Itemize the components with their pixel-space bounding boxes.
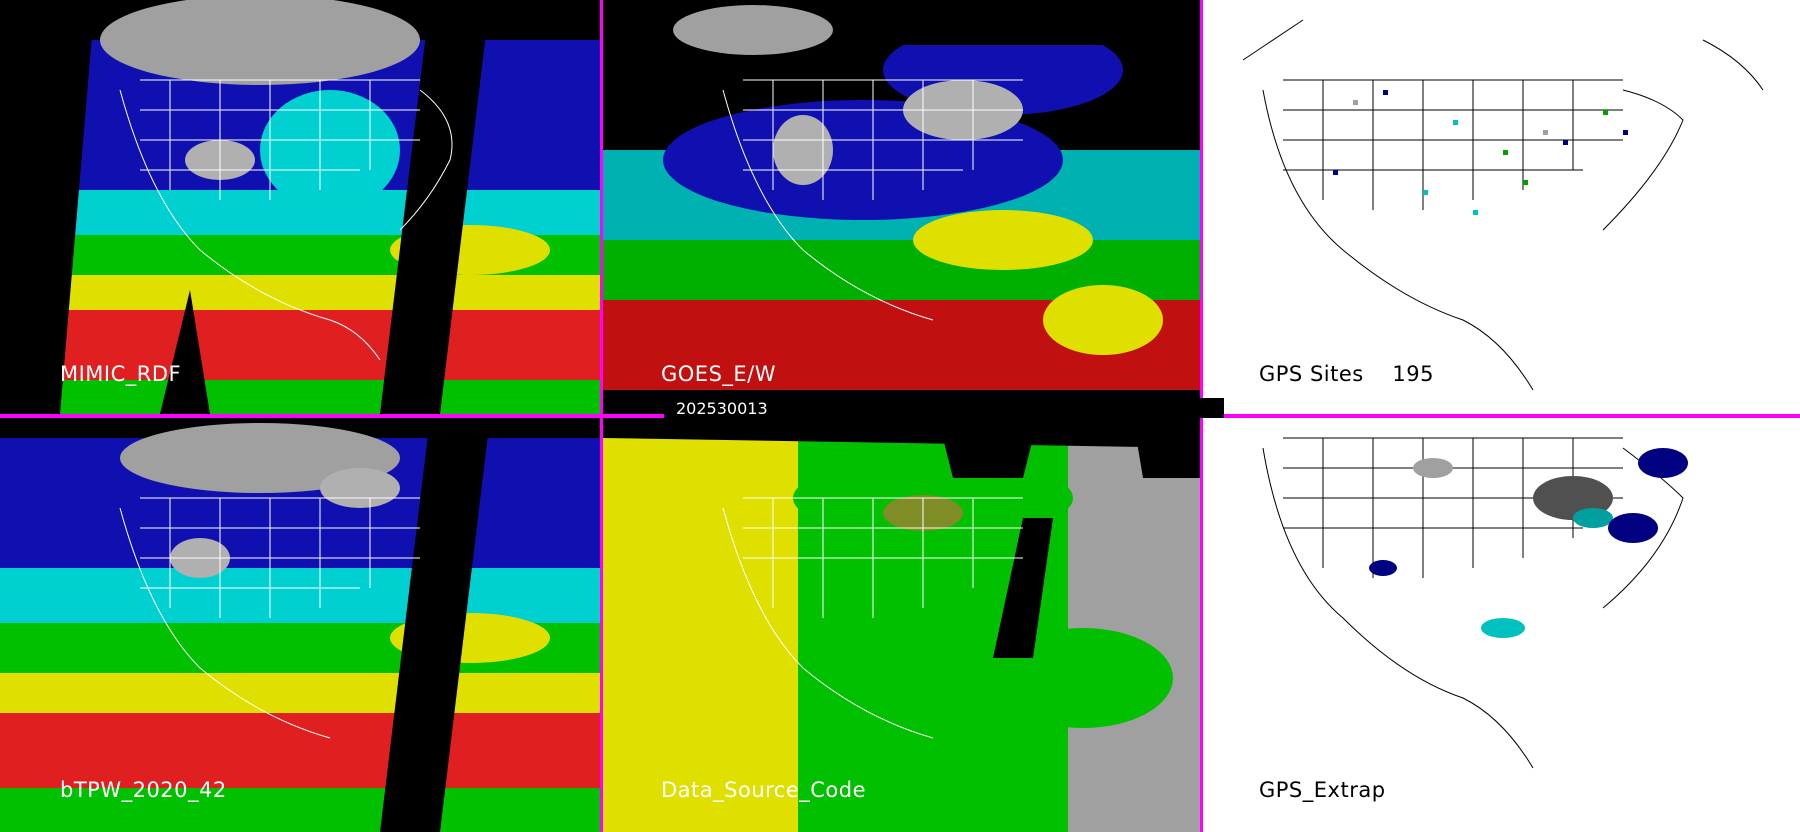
data-source-code-map <box>603 418 1200 832</box>
panel-mimic-rdf: MIMIC_RDF <box>0 0 600 414</box>
extrap-blob <box>1638 448 1688 478</box>
panel-label-btpw: bTPW_2020_42 <box>60 778 227 802</box>
gps-site-markers <box>1333 90 1628 215</box>
timestamp-text: 202530013 <box>676 399 768 418</box>
mimic-rdf-map <box>0 0 600 414</box>
gps-sites-map <box>1203 0 1800 414</box>
extrap-blob <box>1369 560 1397 576</box>
gps-sites-label: GPS Sites <box>1259 362 1364 386</box>
timestamp-bar: 202530013 <box>664 398 1224 418</box>
gps-extrap-map <box>1203 418 1800 832</box>
panel-label-gps-sites: GPS Sites 195 <box>1259 362 1434 386</box>
extrap-blob <box>1573 508 1613 528</box>
goes-ew-map <box>603 0 1200 414</box>
panel-label-mimic-rdf: MIMIC_RDF <box>60 362 182 386</box>
panel-label-data-source-code: Data_Source_Code <box>661 778 867 802</box>
extrap-blob <box>1413 458 1453 478</box>
gps-sites-count: 195 <box>1392 362 1434 386</box>
panel-gps-extrap: GPS_Extrap <box>1203 418 1800 832</box>
panel-goes-ew: GOES_E/W <box>603 0 1200 414</box>
panel-btpw: bTPW_2020_42 <box>0 418 600 832</box>
panel-data-source-code: Data_Source_Code <box>603 418 1200 832</box>
panel-label-goes-ew: GOES_E/W <box>661 362 777 386</box>
panel-gps-sites: GPS Sites 195 <box>1203 0 1800 414</box>
extrap-blob <box>1608 513 1658 543</box>
panel-label-gps-extrap: GPS_Extrap <box>1259 778 1386 802</box>
btpw-map <box>0 418 600 832</box>
extrap-blob <box>1481 618 1525 638</box>
